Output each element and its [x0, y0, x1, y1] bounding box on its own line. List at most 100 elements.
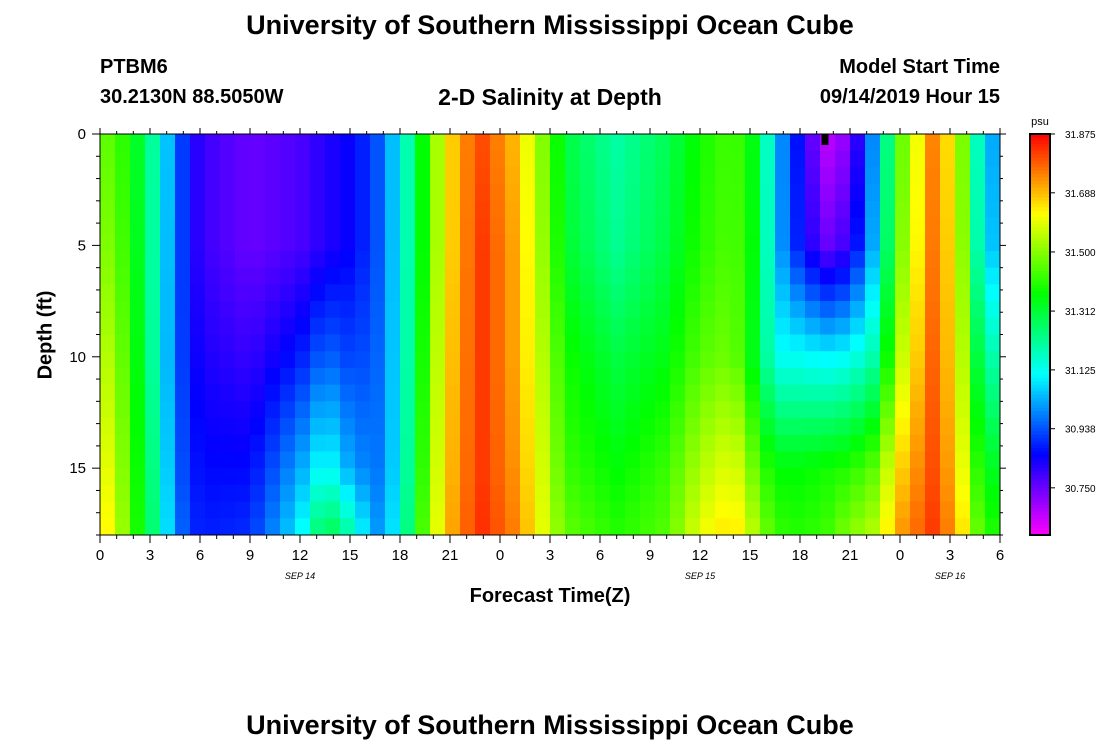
heatmap-cell [295, 518, 311, 535]
heatmap-cell [370, 250, 386, 269]
heatmap-cell [805, 468, 821, 486]
heatmap-cell [535, 200, 551, 219]
heatmap-cell [835, 267, 851, 285]
heatmap-cell [220, 250, 236, 269]
heatmap-cell [595, 250, 611, 269]
colorbar-swatch [1030, 508, 1050, 513]
heatmap-cell [340, 484, 356, 503]
heatmap-cell [430, 367, 446, 386]
colorbar-swatch [1030, 271, 1050, 275]
heatmap-cell [955, 184, 971, 202]
heatmap-cell [370, 418, 386, 436]
heatmap-cell [445, 250, 461, 269]
heatmap-cell [250, 468, 266, 486]
heatmap-cell [550, 317, 566, 336]
heatmap-cell [520, 200, 536, 219]
heatmap-cell [970, 134, 986, 152]
heatmap-cell [835, 150, 851, 169]
heatmap-cell [340, 150, 356, 169]
heatmap-cell [340, 451, 356, 469]
heatmap-cell [100, 518, 116, 535]
heatmap-cell [715, 351, 731, 369]
heatmap-cell [820, 451, 836, 469]
heatmap-cell [715, 250, 731, 269]
heatmap-cell [535, 418, 551, 436]
heatmap-cell [565, 184, 581, 202]
heatmap-cell [640, 484, 656, 503]
footer-title: University of Southern Mississippi Ocean… [246, 710, 854, 740]
colorbar-swatch [1030, 484, 1050, 489]
heatmap-cell [265, 434, 281, 453]
heatmap-cell [355, 184, 371, 202]
heatmap-cell [565, 217, 581, 235]
heatmap-cell [430, 384, 446, 402]
heatmap-cell [760, 150, 776, 169]
heatmap-cell [280, 150, 296, 169]
heatmap-cell [130, 401, 146, 419]
heatmap-cell [970, 334, 986, 352]
heatmap-cell [190, 518, 206, 535]
heatmap-cell [955, 434, 971, 453]
heatmap-cell [220, 217, 236, 235]
heatmap-cell [580, 418, 596, 436]
heatmap-cell [460, 484, 476, 503]
heatmap-cell [655, 418, 671, 436]
heatmap-cell [235, 267, 251, 285]
heatmap-cell [670, 351, 686, 369]
heatmap-cell [145, 351, 161, 369]
heatmap-cell [850, 167, 866, 185]
colorbar-swatch [1030, 458, 1050, 463]
heatmap-cell [655, 334, 671, 352]
heatmap-cell [805, 267, 821, 285]
heatmap-cell [160, 351, 176, 369]
heatmap-cell [775, 501, 791, 519]
heatmap-cell [535, 167, 551, 185]
heatmap-cell [880, 351, 896, 369]
heatmap-cell [580, 284, 596, 302]
heatmap-cell [400, 301, 416, 319]
heatmap-cell [625, 284, 641, 302]
heatmap-cell [655, 351, 671, 369]
heatmap-cell [145, 217, 161, 235]
heatmap-cell [760, 401, 776, 419]
heatmap-cell [775, 184, 791, 202]
heatmap-cell [115, 484, 131, 503]
heatmap-cell [700, 284, 716, 302]
heatmap-cell [625, 301, 641, 319]
colorbar-swatch [1030, 411, 1050, 416]
heatmap-cell [310, 418, 326, 436]
heatmap-cell [865, 150, 881, 169]
colorbar-swatch [1030, 474, 1050, 479]
heatmap-cell [970, 351, 986, 369]
model-start-value: 09/14/2019 Hour 15 [819, 86, 1000, 108]
heatmap-cell [880, 418, 896, 436]
heatmap-cell [475, 401, 491, 419]
heatmap-cell [130, 267, 146, 285]
heatmap-cell [850, 434, 866, 453]
heatmap-cell [985, 484, 1000, 503]
heatmap-cell [310, 317, 326, 336]
heatmap-cell [640, 468, 656, 486]
heatmap-cell [595, 434, 611, 453]
heatmap-cell [130, 418, 146, 436]
heatmap-cell [445, 384, 461, 402]
heatmap-cell [895, 217, 911, 235]
heatmap-cell [175, 250, 191, 269]
heatmap-cell [925, 267, 941, 285]
colorbar-swatch [1030, 240, 1050, 245]
heatmap-cell [655, 150, 671, 169]
heatmap-cell [310, 501, 326, 519]
heatmap-cell [955, 501, 971, 519]
heatmap-cell [655, 518, 671, 535]
heatmap-cell [610, 234, 626, 252]
heatmap-cell [400, 451, 416, 469]
heatmap-cell [910, 167, 926, 185]
colorbar-swatch [1030, 494, 1050, 499]
heatmap-cell [220, 468, 236, 486]
heatmap-cell [460, 501, 476, 519]
heatmap-cell [505, 367, 521, 386]
heatmap-cell [250, 234, 266, 252]
heatmap-cell [745, 384, 761, 402]
colorbar-swatch [1030, 461, 1050, 466]
heatmap-cell [190, 434, 206, 453]
